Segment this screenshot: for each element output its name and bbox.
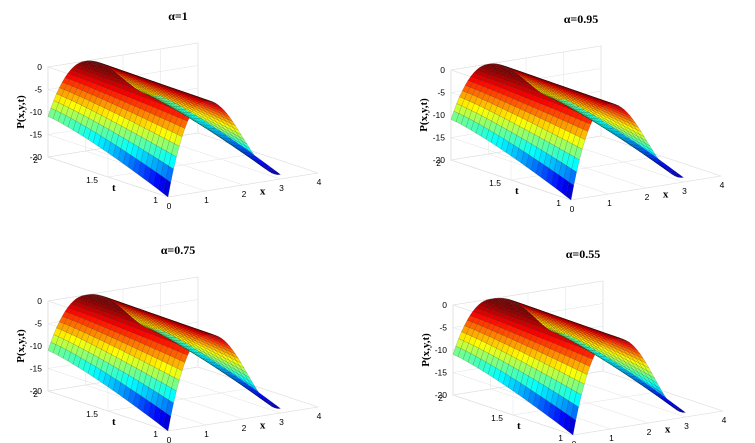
z-tick-label: -5	[437, 88, 445, 98]
t-axis-label: t	[112, 182, 116, 194]
t-tick-label: 1.5	[86, 175, 98, 185]
t-tick-label: 2	[33, 389, 38, 399]
z-tick-label: -15	[433, 133, 446, 143]
z-tick-label: -20	[30, 386, 43, 396]
t-tick-label: 1	[153, 429, 158, 439]
subplot-alpha-0.75: 0 -5 -10 -15 -20 0 1 2 3 4 1 1.5 2 x t P(x,y,t) α=0.75	[15, 243, 322, 443]
z-tick-label: -10	[435, 345, 448, 355]
x-tick-label: 3	[684, 421, 689, 431]
z-tick-label: -10	[30, 107, 43, 117]
x-tick-label: 4	[720, 180, 725, 190]
z-tick-label: -15	[30, 130, 43, 140]
t-tick-label: 1.5	[86, 409, 98, 419]
x-tick-label: 2	[647, 427, 652, 437]
x-axis-label: x	[663, 188, 669, 200]
t-tick-label: 2	[436, 158, 441, 168]
t-tick-label: 1	[558, 433, 563, 443]
x-tick-label: 3	[279, 183, 284, 193]
x-tick-label: 4	[722, 415, 727, 425]
t-tick-label: 1.5	[491, 413, 503, 423]
x-tick-label: 0	[167, 201, 172, 211]
x-tick-label: 2	[242, 189, 247, 199]
surface	[47, 294, 282, 432]
x-tick-label: 1	[204, 429, 209, 439]
z-axis-label: P(x,y,t)	[418, 98, 430, 132]
x-tick-label: 3	[279, 417, 284, 427]
chart-title: α=0.95	[564, 12, 599, 26]
t-axis-label: t	[515, 185, 519, 197]
z-axis-label: P(x,y,t)	[15, 329, 27, 363]
x-axis-label: x	[260, 419, 266, 431]
t-tick-label: 1	[153, 195, 158, 205]
z-tick-label: -20	[435, 390, 448, 400]
x-tick-label: 0	[570, 204, 575, 214]
z-tick-label: -5	[34, 319, 42, 329]
x-tick-label: 3	[682, 186, 687, 196]
t-tick-label: 1	[556, 198, 561, 208]
z-tick-label: -20	[30, 152, 43, 162]
z-tick-label: 0	[440, 65, 445, 75]
subplot-alpha-0.55: 0 -5 -10 -15 -20 0 1 2 3 4 1 1.5 2 x t P(x,y,t) α=0.55	[420, 247, 727, 443]
surface	[452, 297, 687, 436]
x-tick-label: 1	[204, 195, 209, 205]
t-tick-label: 1.5	[489, 178, 501, 188]
x-tick-label: 0	[167, 435, 172, 443]
z-tick-label: -5	[34, 85, 42, 95]
z-tick-label: 0	[37, 296, 42, 306]
z-tick-label: -10	[30, 341, 43, 351]
z-tick-label: -5	[439, 323, 447, 333]
chart-title: α=0.55	[566, 247, 601, 261]
z-axis-label: P(x,y,t)	[15, 95, 27, 129]
z-tick-label: -20	[433, 155, 446, 165]
z-tick-label: 0	[37, 62, 42, 72]
t-tick-label: 2	[33, 155, 38, 165]
x-tick-label: 2	[242, 423, 247, 433]
x-tick-label: 1	[609, 433, 614, 443]
t-tick-label: 2	[438, 393, 443, 403]
tick-labels: 0 -5 -10 -15 -20 0 1 2 3 4 1 1.5 2	[435, 300, 727, 443]
x-axis-label: x	[260, 185, 266, 197]
x-axis-label: x	[665, 423, 671, 435]
x-tick-label: 2	[645, 192, 650, 202]
z-tick-label: -15	[435, 368, 448, 378]
tick-labels: 0 -5 -10 -15 -20 0 1 2 3 4 1 1.5 2	[30, 296, 322, 443]
chart-title: α=0.75	[161, 243, 196, 257]
x-tick-label: 1	[607, 198, 612, 208]
z-tick-label: -15	[30, 364, 43, 374]
surface	[47, 60, 281, 198]
x-tick-label: 4	[317, 411, 322, 421]
chart-title: α=1	[168, 9, 188, 23]
t-axis-label: t	[112, 416, 116, 428]
surface	[450, 63, 685, 201]
z-tick-label: -10	[433, 110, 446, 120]
z-axis-label: P(x,y,t)	[420, 333, 432, 367]
x-tick-label: 0	[572, 439, 577, 443]
z-tick-label: 0	[442, 300, 447, 310]
x-tick-label: 4	[317, 177, 322, 187]
t-axis-label: t	[517, 420, 521, 432]
